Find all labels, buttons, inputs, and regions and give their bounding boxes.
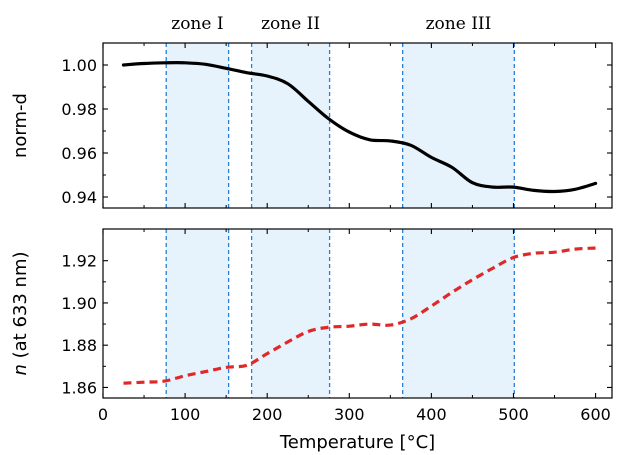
zone-band-2-bottom	[251, 229, 330, 398]
x-tick-label: 200	[252, 405, 283, 424]
top-y-axis-label: norm-d	[10, 93, 31, 158]
zone-band-3-top	[402, 43, 515, 208]
bottom-y-tick-label: 1.86	[61, 378, 97, 397]
axis-labels: Temperature [°C] norm-d n (at 633 nm)	[10, 93, 435, 453]
zone-label-3: zone III	[426, 14, 492, 34]
zone-band-3-bottom	[402, 229, 515, 398]
x-tick-label: 500	[498, 405, 529, 424]
top-series-line-0	[121, 61, 598, 194]
bottom-y-tick-label: 1.90	[61, 294, 97, 313]
bottom-series-line-0	[123, 246, 596, 385]
top-y-tick-label: 0.94	[61, 188, 97, 207]
zone-shading: zone I zone II zone III	[165, 14, 515, 398]
bottom-y-tick-label: 1.92	[61, 252, 97, 271]
x-tick-label: 400	[416, 405, 447, 424]
series-layer	[121, 61, 598, 385]
x-tick-label: 0	[98, 405, 108, 424]
zone-label-1: zone I	[171, 14, 223, 34]
bottom-y-tick-label: 1.88	[61, 336, 97, 355]
x-tick-label: 300	[334, 405, 365, 424]
bottom-y-axis-label-symbol: n	[10, 364, 31, 375]
bottom-y-axis-label-unit: (at 633 nm)	[10, 251, 31, 364]
zone-band-2-top	[251, 43, 330, 208]
zone-band-1-bottom	[166, 229, 229, 398]
top-y-tick-label: 1.00	[61, 56, 97, 75]
top-y-tick-label: 0.96	[61, 144, 97, 163]
bottom-panel-ticks: 1.86 1.88 1.90 1.92 0 100 200 300 400 500 600	[61, 229, 612, 424]
top-y-tick-label: 0.98	[61, 100, 97, 119]
x-axis-label: Temperature [°C]	[279, 432, 435, 453]
top-panel-frame	[102, 42, 613, 209]
bottom-y-axis-label: n (at 633 nm)	[10, 251, 31, 375]
x-tick-label: 600	[580, 405, 611, 424]
top-panel-ticks: 0.94 0.96 0.98 1.00	[61, 43, 612, 208]
x-tick-label: 100	[170, 405, 201, 424]
zone-band-1-top	[166, 43, 229, 208]
zone-label-2: zone II	[261, 14, 320, 34]
bottom-panel-frame	[102, 228, 613, 399]
